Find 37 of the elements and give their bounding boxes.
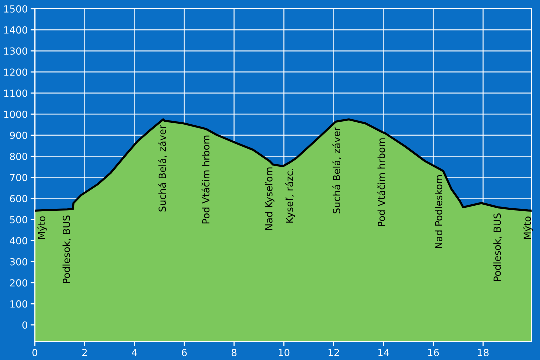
y-tick-label: 300 [10, 258, 28, 266]
annotation: Nad Kyseľom [265, 168, 275, 230]
y-tick-label: 600 [10, 195, 28, 203]
annotation: Mýto [38, 216, 48, 239]
x-tick-label: 4 [132, 349, 138, 356]
y-tick-label: 100 [10, 300, 28, 308]
y-tick-label: 1100 [4, 90, 28, 98]
y-tick-label: 1000 [4, 110, 28, 118]
x-tick-label: 10 [279, 349, 290, 356]
annotation: Pod Vtáčim hrbom [202, 136, 210, 224]
x-tick-label: 2 [82, 349, 88, 356]
y-tick-label: 400 [10, 237, 28, 245]
y-tick-label: 700 [10, 174, 28, 182]
annotation: Suchá Belá, záver [158, 125, 168, 212]
y-tick-label: 1400 [4, 26, 28, 34]
x-tick-label: 6 [182, 349, 187, 356]
annotation: Suchá Belá, záver [332, 127, 342, 214]
y-tick-label: 200 [10, 279, 28, 287]
y-tick-label: 1200 [4, 68, 28, 76]
annotation: Mýto [523, 216, 534, 240]
x-tick-label: 12 [328, 349, 340, 356]
x-tick-label: 8 [232, 349, 237, 356]
annotation: Podlesok, BUS [62, 216, 72, 284]
annotation: Kyseľ, rázc. [285, 169, 296, 223]
x-tick-label: 18 [478, 349, 489, 356]
y-tick-label: 800 [10, 153, 28, 160]
y-tick-label: 500 [10, 216, 28, 224]
annotation: Pod Vtáčim hrbom [377, 138, 386, 226]
x-tick-label: 14 [378, 349, 390, 356]
y-tick-label: 1300 [4, 48, 28, 55]
y-tick-label: 0 [22, 322, 28, 329]
annotation: Podlesok, BUS [494, 214, 502, 282]
x-tick-label: 16 [428, 349, 440, 356]
y-tick-label: 1500 [4, 5, 28, 13]
annotation: Nad Podleskom [435, 176, 443, 248]
x-tick-label: 0 [32, 349, 38, 356]
y-tick-label: 900 [10, 132, 28, 140]
